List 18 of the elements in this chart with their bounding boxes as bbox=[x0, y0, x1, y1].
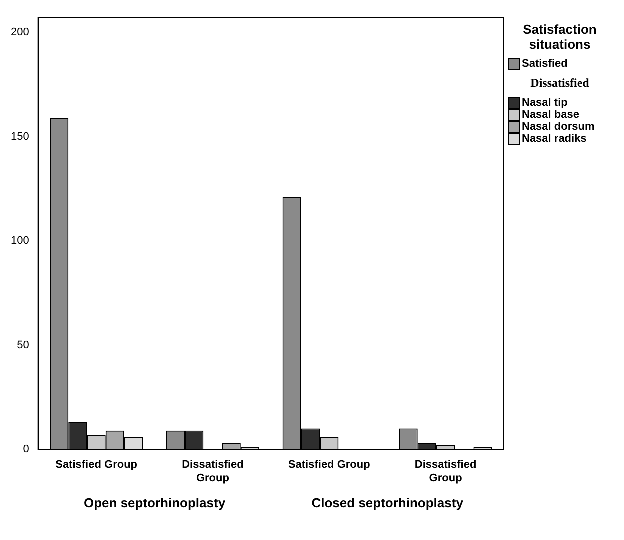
x-tick-label: Dissatisfied Group bbox=[182, 459, 244, 484]
legend-label: Nasal tip bbox=[522, 97, 568, 109]
y-tick-label: 0 bbox=[23, 444, 30, 456]
y-tick-label: 150 bbox=[10, 130, 30, 143]
x-tick-label: Dissatisfied Group bbox=[414, 459, 477, 484]
text: Open septorhinoplasty bbox=[84, 496, 226, 511]
legend-title: Satisfaction situations bbox=[522, 22, 598, 52]
y-tick-label: 200 bbox=[10, 26, 30, 39]
y-tick-label: 50 bbox=[17, 339, 30, 352]
legend-label: Nasal base bbox=[522, 109, 580, 121]
legend-label: Nasal radiks bbox=[522, 133, 587, 145]
y-tick-label: 100 bbox=[10, 235, 30, 248]
x-tick-label: Satisfied Group bbox=[288, 459, 371, 472]
text: Closed septorhinoplasty bbox=[312, 496, 464, 511]
text: Dissatisfied bbox=[530, 76, 590, 91]
legend-label: Satisfied bbox=[522, 58, 568, 70]
legend-label: Nasal dorsum bbox=[522, 121, 595, 133]
x-tick-label: Satisfied Group bbox=[56, 459, 138, 472]
